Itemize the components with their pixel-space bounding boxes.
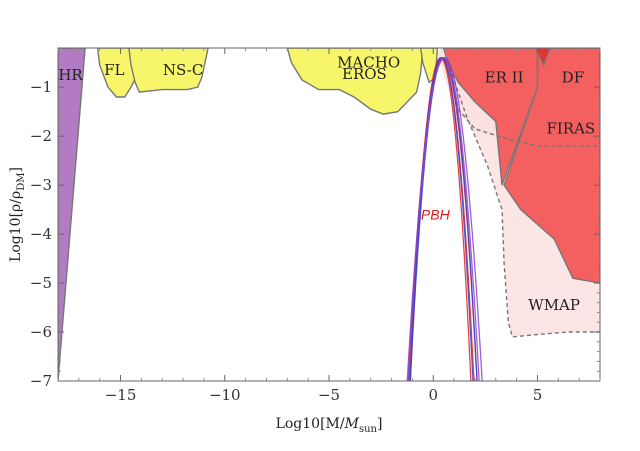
x-axis-title: Log10[M/Msun] [276,416,383,435]
dashed-boundary-wmap [449,67,600,338]
region-ns-c [128,48,209,93]
pbh-label: PBH [421,206,451,222]
y-tick-label: −2 [30,127,52,145]
y-tick-label: −7 [30,372,52,390]
x-tick-label: −5 [318,386,340,404]
y-tick-label: −5 [30,274,52,292]
x-tick-label: 5 [533,386,543,404]
pbh-curve-blue-2 [409,57,474,381]
region-label-hr: HR [58,66,83,84]
x-tick-label: −15 [105,386,137,404]
region-label-firas: FIRAS [546,120,595,138]
pbh-curve-violet-2 [407,57,480,381]
axis-ticks: −15 −10 −5 0 5 −1 −2 −3 −4 −5 −6 −7 [30,48,601,404]
y-tick-label: −3 [30,176,52,194]
y-tick-label: −4 [30,225,52,243]
y-tick-label: −1 [30,78,52,96]
region-label-wmap: WMAP [528,296,580,314]
region-label-er-ii: ER II [485,68,524,86]
x-tick-label: 0 [428,386,438,404]
region-df [503,48,600,284]
region-label-macho: MACHO [337,54,400,72]
region-dark-red-spike [534,48,551,67]
y-tick-label: −6 [30,323,52,341]
y-axis-title: Log10[ρ/ρDM] [8,167,27,262]
region-hr [58,48,86,381]
region-label-fl: FL [104,61,124,79]
region-label-eros: EROS [342,65,387,83]
region-label-ns-c: NS-C [163,61,204,79]
region-macho [286,48,424,115]
region-label-df: DF [562,68,584,86]
constraint-regions [58,48,600,381]
pbh-curves [406,57,483,381]
x-tick-label: −10 [209,386,241,404]
